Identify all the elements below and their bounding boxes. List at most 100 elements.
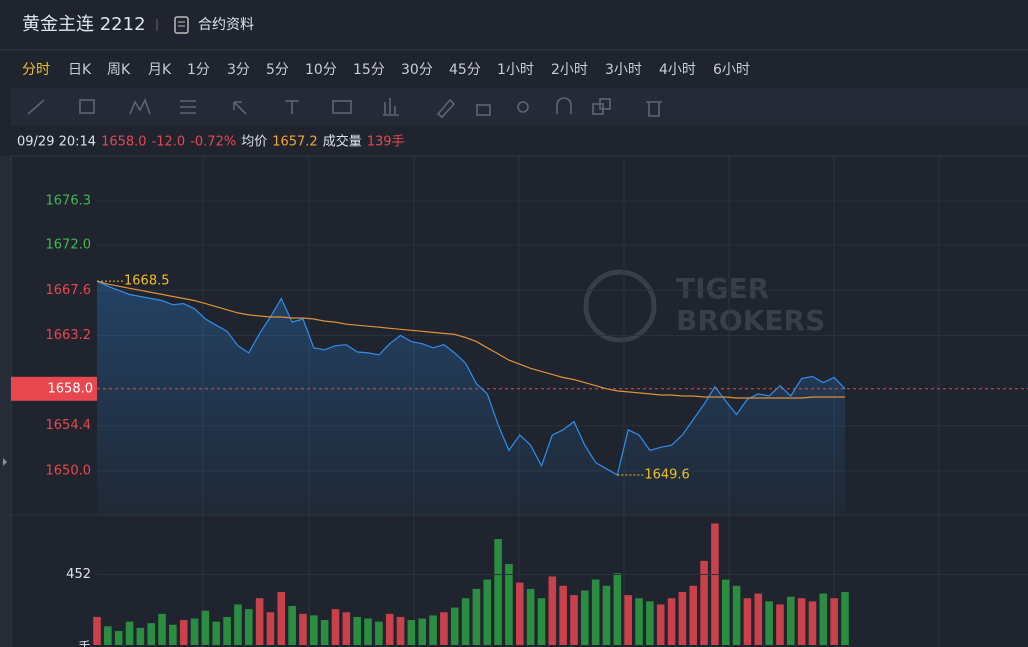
timeframe-tab[interactable]: 30分 [401, 62, 433, 78]
volume-bar [331, 609, 340, 645]
volume-bar [732, 585, 741, 645]
tool-arrow[interactable] [233, 101, 247, 115]
timeframe-tab[interactable]: 1小时 [497, 62, 534, 78]
volume-bar [635, 598, 643, 645]
timeframe-tab[interactable]: 1分 [187, 62, 210, 78]
volume-bar [201, 610, 210, 645]
volume-bar [136, 627, 145, 645]
volume-bar [548, 576, 557, 645]
volume-bar [310, 615, 318, 645]
side-toggle-arrow [3, 458, 7, 466]
volume-bar [104, 626, 112, 645]
y-axis-unit: 手 [78, 641, 91, 647]
volume-bar [787, 596, 795, 645]
timeframe-tab[interactable]: 3分 [227, 62, 250, 78]
tool-copy[interactable] [599, 98, 611, 110]
volume-bar [114, 630, 123, 645]
volume-bar [179, 620, 188, 645]
tool-pen[interactable] [436, 98, 456, 119]
timeframe-tab[interactable]: 周K [107, 62, 131, 78]
info-bar: 09/29 20:14 1658.0 -12.0 -0.72% 均价 1657.2 成交量 1… [17, 134, 405, 150]
volume-bar [190, 618, 199, 645]
volume-bar [591, 579, 600, 645]
contract-link[interactable]: 合约资料 [174, 16, 254, 34]
volume-bar [418, 618, 427, 645]
tool-rect[interactable] [79, 99, 95, 114]
tool-text[interactable] [285, 100, 299, 114]
tool-line[interactable] [27, 99, 45, 115]
volume-bar [407, 620, 416, 645]
volume-bar [797, 598, 806, 645]
volume-bar [602, 585, 611, 645]
volume-bar [494, 539, 502, 645]
timeframe-tab[interactable]: 3小时 [605, 62, 642, 78]
volume-bar [700, 560, 708, 645]
timeframe-tab[interactable]: 15分 [353, 62, 385, 78]
tool-note[interactable] [332, 100, 352, 114]
volume-bar [169, 624, 177, 645]
volume-bar [396, 616, 405, 645]
volume-bar [808, 601, 817, 645]
plot: 1676.3 1672.0 1667.6 1663.2 1654.4 1650.0 1668… [11, 156, 1028, 647]
volume-bar [212, 621, 221, 645]
y-tick-label: 1663.2 [46, 328, 92, 343]
volume-bar [461, 598, 470, 645]
volume-bar [440, 612, 448, 645]
timeframe-tab[interactable]: 月K [148, 62, 172, 78]
volume-bar [320, 620, 329, 645]
price-line [96, 280, 846, 476]
average-line [96, 280, 845, 399]
volume-bar [526, 588, 535, 645]
volume-bar [667, 598, 676, 645]
volume-bar [353, 616, 361, 645]
timeframe-tab[interactable]: 日K [68, 62, 92, 78]
volume-bar [613, 573, 622, 645]
volume-bar [678, 592, 687, 645]
y-tick-label: 1672.0 [46, 238, 92, 253]
info-field: -0.72% [190, 135, 236, 150]
timeframe-tab[interactable]: 10分 [305, 62, 337, 78]
timeframe-tab[interactable]: 2小时 [551, 62, 588, 78]
volume-bar [483, 579, 492, 645]
y-tick-label: 1667.6 [46, 283, 92, 298]
info-field: 均价 [241, 135, 267, 150]
volume-bar [646, 601, 654, 645]
timeframe-tab[interactable]: 4小时 [659, 62, 696, 78]
volume-bar [537, 598, 546, 645]
timeframe-tab[interactable]: 5分 [266, 62, 289, 78]
tool-bars[interactable] [383, 98, 399, 116]
tool-eye[interactable] [517, 101, 529, 113]
instrument-title: 黄金主连 2212 [22, 14, 146, 35]
y-tick-label: 1650.0 [46, 463, 92, 478]
tool-wave[interactable] [129, 97, 151, 115]
timeframe-tab[interactable]: 分时 [22, 62, 50, 78]
timeframe-tab[interactable]: 45分 [449, 62, 481, 78]
current-price-label: 1658.0 [48, 381, 94, 396]
current-price-badge [11, 376, 97, 401]
volume-bar [570, 595, 578, 645]
volume-bar [255, 598, 264, 645]
watermark-text: TIGER [676, 272, 769, 305]
volume-bar [342, 612, 351, 645]
volume-bar [147, 623, 155, 645]
volume-bar [364, 618, 372, 645]
volume-bar [624, 595, 632, 645]
volume-bar [754, 593, 763, 645]
y-tick-label: 1654.4 [46, 418, 92, 433]
timeframe-tab[interactable]: 6小时 [713, 62, 750, 78]
volume-bar [385, 613, 394, 645]
y-tick-label: 1676.3 [46, 194, 92, 209]
tool-fib[interactable] [180, 100, 196, 114]
volume-bar [559, 585, 567, 645]
volume-bar [450, 607, 459, 645]
volume-bar [125, 621, 134, 645]
volume-bar [711, 523, 719, 645]
tool-delete[interactable] [646, 101, 662, 117]
tool-lock[interactable] [476, 104, 491, 116]
side-toggle[interactable] [0, 156, 11, 647]
info-field: 1657.2 [272, 135, 318, 150]
toolbar [11, 88, 1028, 126]
contract-info-link[interactable]: 合约资料 [198, 17, 254, 33]
tool-magnet[interactable] [556, 97, 572, 114]
timeframe-tabs: 分时 日K 周K 月K 1分 3分 5分 10分 15分 30分 45分 1小时 2小时 3小时 4小时 6小… [22, 62, 750, 78]
